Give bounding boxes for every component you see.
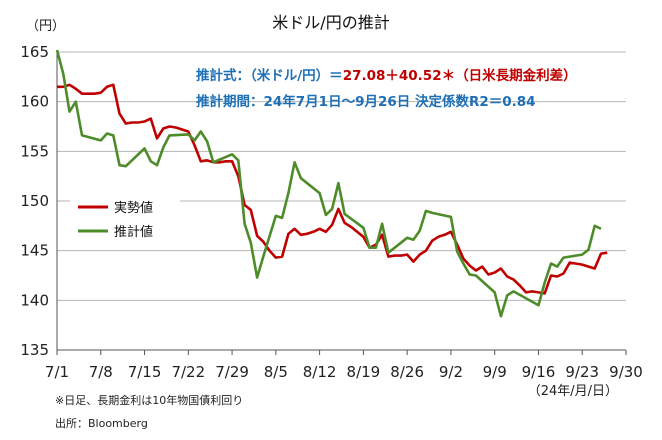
grid-lines: [57, 51, 626, 301]
y-axis-unit: （円）: [26, 19, 65, 34]
x-tick-label-9: 9/2: [439, 363, 463, 381]
x-tick-label-11: 9/16: [522, 363, 556, 381]
y-tick-label-140: 140: [20, 291, 49, 309]
formula-coefficients: 27.08＋40.52＊（日米長期金利差）: [343, 67, 577, 84]
legend-label-estimate: 推計値: [114, 224, 153, 240]
axes: [56, 52, 627, 355]
x-tick-label-13: 9/30: [609, 363, 643, 381]
series-lines: [55, 49, 608, 318]
legend-label-actual: 実勢値: [114, 200, 153, 216]
x-axis-unit: （24年/月/日）: [528, 384, 618, 399]
x-tick-label-8: 8/26: [390, 363, 424, 381]
x-tick-label-0: 7/1: [45, 363, 69, 381]
note-source: 出所：Bloomberg: [55, 416, 148, 430]
series-line-estimate: [55, 49, 602, 318]
x-tick-label-4: 7/29: [215, 363, 249, 381]
x-tick-label-3: 7/22: [171, 363, 205, 381]
chart-title: 米ドル/円の推計: [272, 13, 389, 32]
y-tick-label-135: 135: [20, 341, 49, 359]
estimation-period: 推計期間：24年7月1日～9月26日 決定係数R2＝0.84: [196, 93, 536, 110]
x-tick-label-12: 9/23: [565, 363, 599, 381]
x-tick-label-7: 8/19: [347, 363, 381, 381]
y-tick-label-165: 165: [20, 43, 49, 61]
y-tick-label-150: 150: [20, 192, 49, 210]
y-tick-label-155: 155: [20, 142, 49, 160]
svg-text:推計式：（米ドル/円）＝27.08＋40.52＊（日米長期金: 推計式：（米ドル/円）＝27.08＋40.52＊（日米長期金利差）: [196, 67, 577, 84]
legend: 実勢値 推計値: [70, 195, 180, 245]
x-tick-label-6: 8/12: [303, 363, 337, 381]
x-tick-label-5: 8/5: [264, 363, 288, 381]
note-daily: ※日足、長期金利は10年物国債利回り: [55, 393, 243, 407]
x-tick-labels: 7/1 7/8 7/15 7/22 7/29 8/5 8/12 8/19 8/26 9/2 9/9 9…: [45, 363, 643, 381]
y-tick-label-145: 145: [20, 242, 49, 260]
y-tick-labels: 135 140 145 150 155 160 165: [20, 43, 49, 359]
y-tick-label-160: 160: [20, 93, 49, 111]
x-tick-label-2: 7/15: [128, 363, 162, 381]
x-tick-label-1: 7/8: [89, 363, 113, 381]
x-tick-label-10: 9/9: [483, 363, 507, 381]
series-line-actual: [57, 83, 608, 295]
formula-annotation: 推計式：（米ドル/円）＝27.08＋40.52＊（日米長期金利差） 推計期間：2…: [196, 67, 577, 110]
legend-box: [70, 195, 180, 245]
formula-prefix: 推計式：（米ドル/円）＝: [196, 67, 343, 84]
